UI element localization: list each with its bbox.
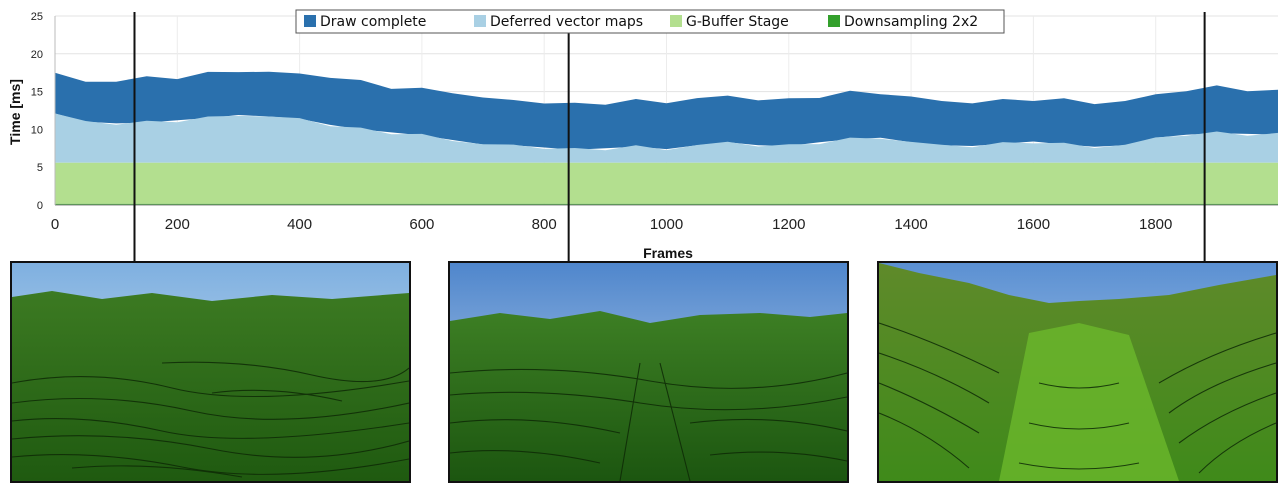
y-tick-label-5: 5 xyxy=(37,162,43,174)
legend-swatch-downsampling xyxy=(828,15,840,27)
y-axis-title: Time [ms] xyxy=(7,79,23,145)
x-tick-label-1800: 1800 xyxy=(1139,216,1172,233)
legend: Draw complete Deferred vector maps G-Buf… xyxy=(295,9,1005,34)
frame-markers xyxy=(133,12,1206,261)
x-axis-title: Frames xyxy=(643,245,693,261)
y-tick-label-25: 25 xyxy=(31,11,43,23)
legend-label-draw-complete: Draw complete xyxy=(320,14,426,30)
terrain-image-left xyxy=(12,263,409,481)
y-tick-labels: 0 5 10 15 20 25 xyxy=(31,11,43,212)
x-tick-label-1400: 1400 xyxy=(894,216,927,233)
stacked-area-chart: 0 200 400 600 800 1000 1200 1400 1600 1800 0 5 10 15… xyxy=(7,9,1278,261)
area-g-buffer-stage xyxy=(55,162,1278,204)
legend-label-deferred-vector-maps: Deferred vector maps xyxy=(490,14,643,30)
axes xyxy=(54,16,1278,206)
x-tick-label-200: 200 xyxy=(165,216,190,233)
x-tick-label-600: 600 xyxy=(409,216,434,233)
y-tick-label-10: 10 xyxy=(31,124,43,136)
y-tick-label-0: 0 xyxy=(37,200,43,212)
terrain-render-left xyxy=(10,261,411,483)
legend-label-downsampling: Downsampling 2x2 xyxy=(844,14,978,30)
y-tick-label-15: 15 xyxy=(31,87,43,99)
legend-swatch-g-buffer-stage xyxy=(670,15,682,27)
legend-swatch-draw-complete xyxy=(304,15,316,27)
area-series xyxy=(55,71,1278,205)
y-tick-label-20: 20 xyxy=(31,49,43,61)
legend-label-g-buffer-stage: G-Buffer Stage xyxy=(686,14,789,30)
area-deferred-vector-maps xyxy=(55,113,1278,163)
terrain-image-center xyxy=(450,263,847,481)
legend-box xyxy=(295,9,1005,34)
terrain-render-right xyxy=(877,261,1278,483)
legend-swatch-deferred-vector-maps xyxy=(474,15,486,27)
x-tick-label-1600: 1600 xyxy=(1017,216,1050,233)
terrain-image-right xyxy=(879,263,1276,481)
x-tick-label-1200: 1200 xyxy=(772,216,805,233)
x-tick-label-800: 800 xyxy=(532,216,557,233)
x-tick-label-400: 400 xyxy=(287,216,312,233)
terrain-render-center xyxy=(448,261,849,483)
x-tick-label-1000: 1000 xyxy=(650,216,683,233)
area-draw-complete xyxy=(55,71,1278,150)
x-tick-labels: 0 200 400 600 800 1000 1200 1400 1600 1800 xyxy=(51,216,1173,233)
x-tick-label-0: 0 xyxy=(51,216,59,233)
